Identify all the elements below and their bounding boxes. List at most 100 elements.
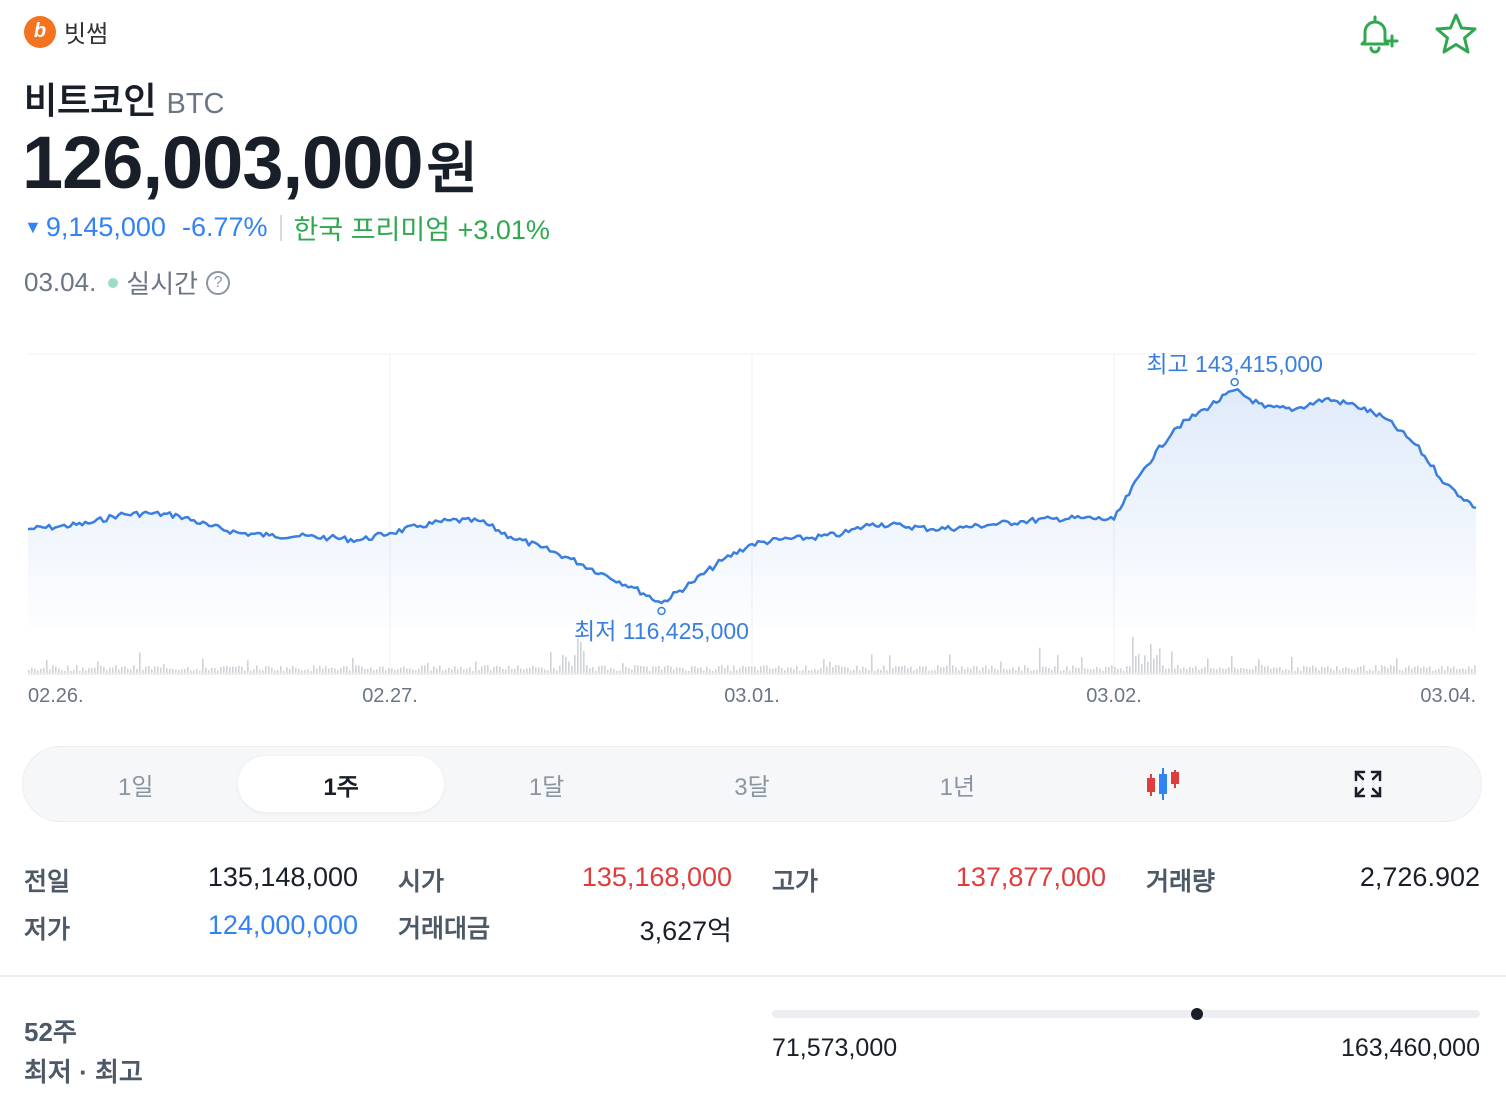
candlestick-icon[interactable] [1060,756,1265,812]
volume-bar [1360,666,1362,673]
volume-bar [577,638,579,673]
volume-bar [382,666,384,673]
volume-bar [451,669,453,673]
volume-bar [556,670,558,673]
volume-bar [667,665,669,673]
volume-bar [802,670,804,673]
volume-bar [142,669,144,673]
volume-bar [1174,668,1176,673]
volume-bar [301,670,303,673]
volume-bar [1447,666,1449,673]
volume-bar [64,670,66,673]
volume-bar [1459,668,1461,673]
volume-bar [1048,668,1050,673]
volume-bar [1465,669,1467,673]
status-date: 03.04. [24,267,97,297]
volume-bar [1063,669,1065,673]
volume-bar [1258,659,1260,673]
volume-bar [625,666,627,673]
period-1m[interactable]: 1달 [528,773,565,801]
volume-bar [1021,670,1023,673]
volume-bar [1264,666,1266,673]
volume-bar [232,666,234,673]
volume-bar [949,654,951,673]
volume-bar [883,665,885,673]
volume-bar [676,667,678,673]
volume-bar [286,667,288,673]
period-1d[interactable]: 1일 [117,773,154,801]
korea-premium[interactable]: 한국 프리미엄 +3.01% [293,215,550,245]
volume-bar [1165,668,1167,673]
stat-value: 137,877,000 [955,862,1106,892]
volume-bar [631,669,633,673]
fullscreen-icon[interactable] [1266,756,1471,812]
volume-bar [247,660,249,673]
volume-bar [952,665,954,673]
volume-bar [739,667,741,673]
coin-symbol: BTC [166,88,225,120]
stat-low: 저가 124,000,000 [24,910,398,946]
volume-bar [922,666,924,673]
volume-bar [1060,670,1062,673]
volume-bar [205,667,207,673]
volume-bar [448,667,450,673]
star-icon[interactable] [1432,10,1480,58]
stat-label: 저가 [24,916,71,944]
volume-bar [532,665,534,673]
volume-bar [394,669,396,673]
volume-bar [889,655,891,673]
stats-row: 저가 124,000,000 거래대금 3,627억 [24,904,1480,952]
volume-bar [1402,670,1404,673]
volume-bar [715,669,717,673]
volume-bar [853,669,855,673]
volume-bar [796,665,798,673]
volume-bar [679,667,681,673]
price-chart[interactable]: 최고 143,415,000 최저 116,425,000 02.26. 02.27… [0,330,1506,710]
volume-bar [1102,670,1104,673]
volume-bar [1366,670,1368,673]
volume-bar [1231,655,1233,673]
period-1w[interactable]: 1주 [238,756,444,812]
volume-bar [1171,651,1173,673]
volume-bar [115,665,117,673]
volume-bar [886,670,888,673]
help-icon[interactable]: ? [206,270,231,295]
period-3m[interactable]: 3달 [734,773,770,801]
volume-bar [1072,665,1074,673]
bell-plus-icon[interactable] [1352,10,1400,58]
exchange-name: 빗썸 [64,21,109,48]
volume-bar [1234,667,1236,673]
volume-bar [1099,668,1101,673]
volume-bar [412,669,414,673]
x-tick-label: 03.01. [724,685,780,707]
volume-bar [574,655,576,673]
volume-bar [313,665,315,673]
volume-bar [364,668,366,673]
volume-bar [982,667,984,673]
volume-bar [388,667,390,673]
volume-bar [619,670,621,673]
volume-bar [304,669,306,673]
volume-bar [325,666,327,673]
volume-bar [1417,665,1419,673]
volume-bar [136,669,138,673]
volume-bar [538,667,540,673]
volume-bar [169,668,171,673]
volume-bar [148,666,150,673]
volume-bar [214,668,216,673]
volume-bar [658,665,660,673]
volume-bar [607,669,609,673]
volume-bar [1279,667,1281,673]
volume-bar [685,670,687,673]
volume-bar [646,666,648,673]
volume-bar [958,670,960,673]
volume-bar [1330,668,1332,673]
period-1y[interactable]: 1년 [939,773,976,801]
volume-bar [745,667,747,673]
volume-bar [1327,666,1329,673]
volume-bar [1096,666,1098,673]
volume-bar [649,670,651,673]
volume-bar [526,668,528,673]
volume-bar [1267,665,1269,673]
stat-volume: 거래량 2,726.902 [1146,862,1480,898]
